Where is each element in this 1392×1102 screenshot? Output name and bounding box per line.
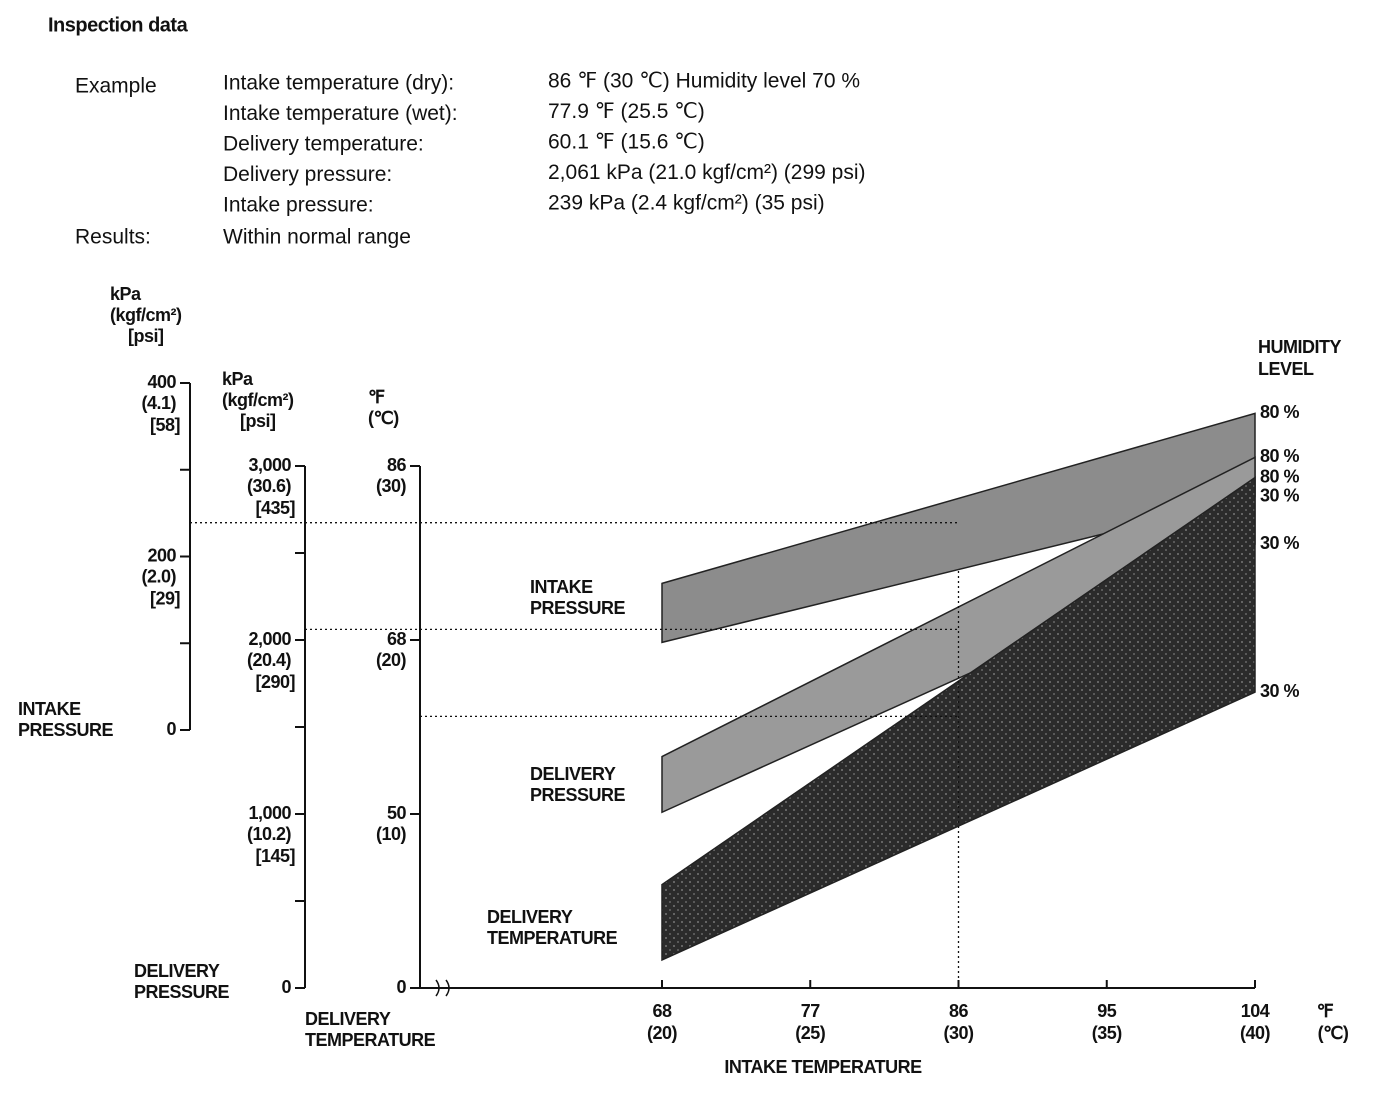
- band-label: PRESSURE: [530, 598, 626, 618]
- band-label: PRESSURE: [530, 785, 626, 805]
- x-tick-label: (20): [647, 1023, 678, 1043]
- y-tick-label: 0: [281, 977, 291, 997]
- y-tick-label: 400: [147, 372, 176, 392]
- band-label: DELIVERY: [530, 764, 616, 784]
- legend-title: LEVEL: [1258, 359, 1314, 379]
- results: Within normal range: [223, 226, 411, 249]
- y-tick-label: (30): [376, 476, 407, 496]
- y-tick-label: (30.6): [247, 476, 292, 496]
- x-tick-label: (25): [795, 1023, 826, 1043]
- axis-unit: (kgf/cm²): [222, 390, 294, 410]
- y-tick-label: [58]: [150, 415, 180, 435]
- legend-title: HUMIDITY: [1258, 337, 1341, 357]
- title: Inspection data: [48, 14, 189, 36]
- axis-unit: [psi]: [240, 411, 276, 431]
- example-value: 239 kPa (2.4 kgf/cm²) (35 psi): [548, 192, 825, 215]
- x-tick-label: 68: [652, 1001, 672, 1021]
- humidity-label: 30 %: [1260, 533, 1300, 553]
- example-key: Intake pressure:: [223, 194, 374, 217]
- example-value: 86 ℉ (30 ℃) Humidity level 70 %: [548, 70, 860, 93]
- humidity-label: 30 %: [1260, 485, 1300, 505]
- x-unit: (℃): [1318, 1023, 1349, 1043]
- y-tick-label: [435]: [255, 498, 295, 518]
- humidity-label: 30 %: [1260, 681, 1300, 701]
- axis-unit: ℉: [368, 387, 385, 407]
- x-tick-label: (35): [1092, 1023, 1123, 1043]
- y-tick-label: 86: [387, 455, 407, 475]
- example-value: 60.1 ℉ (15.6 ℃): [548, 131, 705, 154]
- y-tick-label: 200: [147, 545, 176, 565]
- x-tick-label: (40): [1240, 1023, 1271, 1043]
- axis-unit: (℃): [368, 408, 399, 428]
- y-tick-label: (2.0): [141, 566, 176, 586]
- axis-unit: (kgf/cm²): [110, 305, 182, 325]
- axis-title: PRESSURE: [134, 982, 230, 1002]
- example-label: Example: [75, 75, 157, 98]
- y-tick-label: [145]: [255, 846, 295, 866]
- x-tick-label: 104: [1241, 1001, 1270, 1021]
- y-tick-label: 50: [387, 803, 407, 823]
- axis-title: DELIVERY: [305, 1009, 391, 1029]
- y-tick-label: 68: [387, 629, 407, 649]
- example-key: Intake temperature (wet):: [223, 102, 458, 125]
- axis-unit: kPa: [110, 284, 142, 304]
- y-tick-label: (10): [376, 824, 407, 844]
- axis-title: TEMPERATURE: [305, 1030, 436, 1050]
- results-label: Results:: [75, 226, 151, 249]
- humidity-label: 80 %: [1260, 466, 1300, 486]
- x-unit: ℉: [1317, 1001, 1334, 1021]
- x-tick-label: (30): [943, 1023, 974, 1043]
- band-label: DELIVERY: [487, 907, 573, 927]
- y-tick-label: 0: [396, 977, 406, 997]
- y-tick-label: [290]: [255, 672, 295, 692]
- humidity-label: 80 %: [1260, 402, 1300, 422]
- humidity-label: 80 %: [1260, 446, 1300, 466]
- y-tick-label: 3,000: [248, 455, 291, 475]
- x-tick-label: 95: [1097, 1001, 1117, 1021]
- y-tick-label: 0: [166, 719, 176, 739]
- example-key: Delivery temperature:: [223, 133, 424, 156]
- y-tick-label: 2,000: [248, 629, 291, 649]
- example-key: Intake temperature (dry):: [223, 72, 454, 95]
- axis-title: INTAKE: [18, 699, 81, 719]
- y-tick-label: (20.4): [247, 650, 292, 670]
- example-value: 2,061 kPa (21.0 kgf/cm²) (299 psi): [548, 161, 865, 184]
- y-tick-label: [29]: [150, 588, 180, 608]
- x-axis-title: INTAKE TEMPERATURE: [724, 1057, 922, 1077]
- y-tick-label: (20): [376, 650, 407, 670]
- x-tick-label: 77: [801, 1001, 821, 1021]
- y-tick-label: (4.1): [141, 393, 176, 413]
- y-tick-label: (10.2): [247, 824, 292, 844]
- y-tick-label: 1,000: [248, 803, 291, 823]
- band: [661, 476, 1256, 962]
- band-label: INTAKE: [530, 577, 593, 597]
- axis-unit: [psi]: [128, 326, 164, 346]
- axis-title: PRESSURE: [18, 720, 114, 740]
- x-tick-label: 86: [949, 1001, 969, 1021]
- axis-title: DELIVERY: [134, 961, 220, 981]
- band-label: TEMPERATURE: [487, 928, 618, 948]
- example-key: Delivery pressure:: [223, 163, 392, 186]
- example-value: 77.9 ℉ (25.5 ℃): [548, 100, 705, 123]
- axis-unit: kPa: [222, 369, 254, 389]
